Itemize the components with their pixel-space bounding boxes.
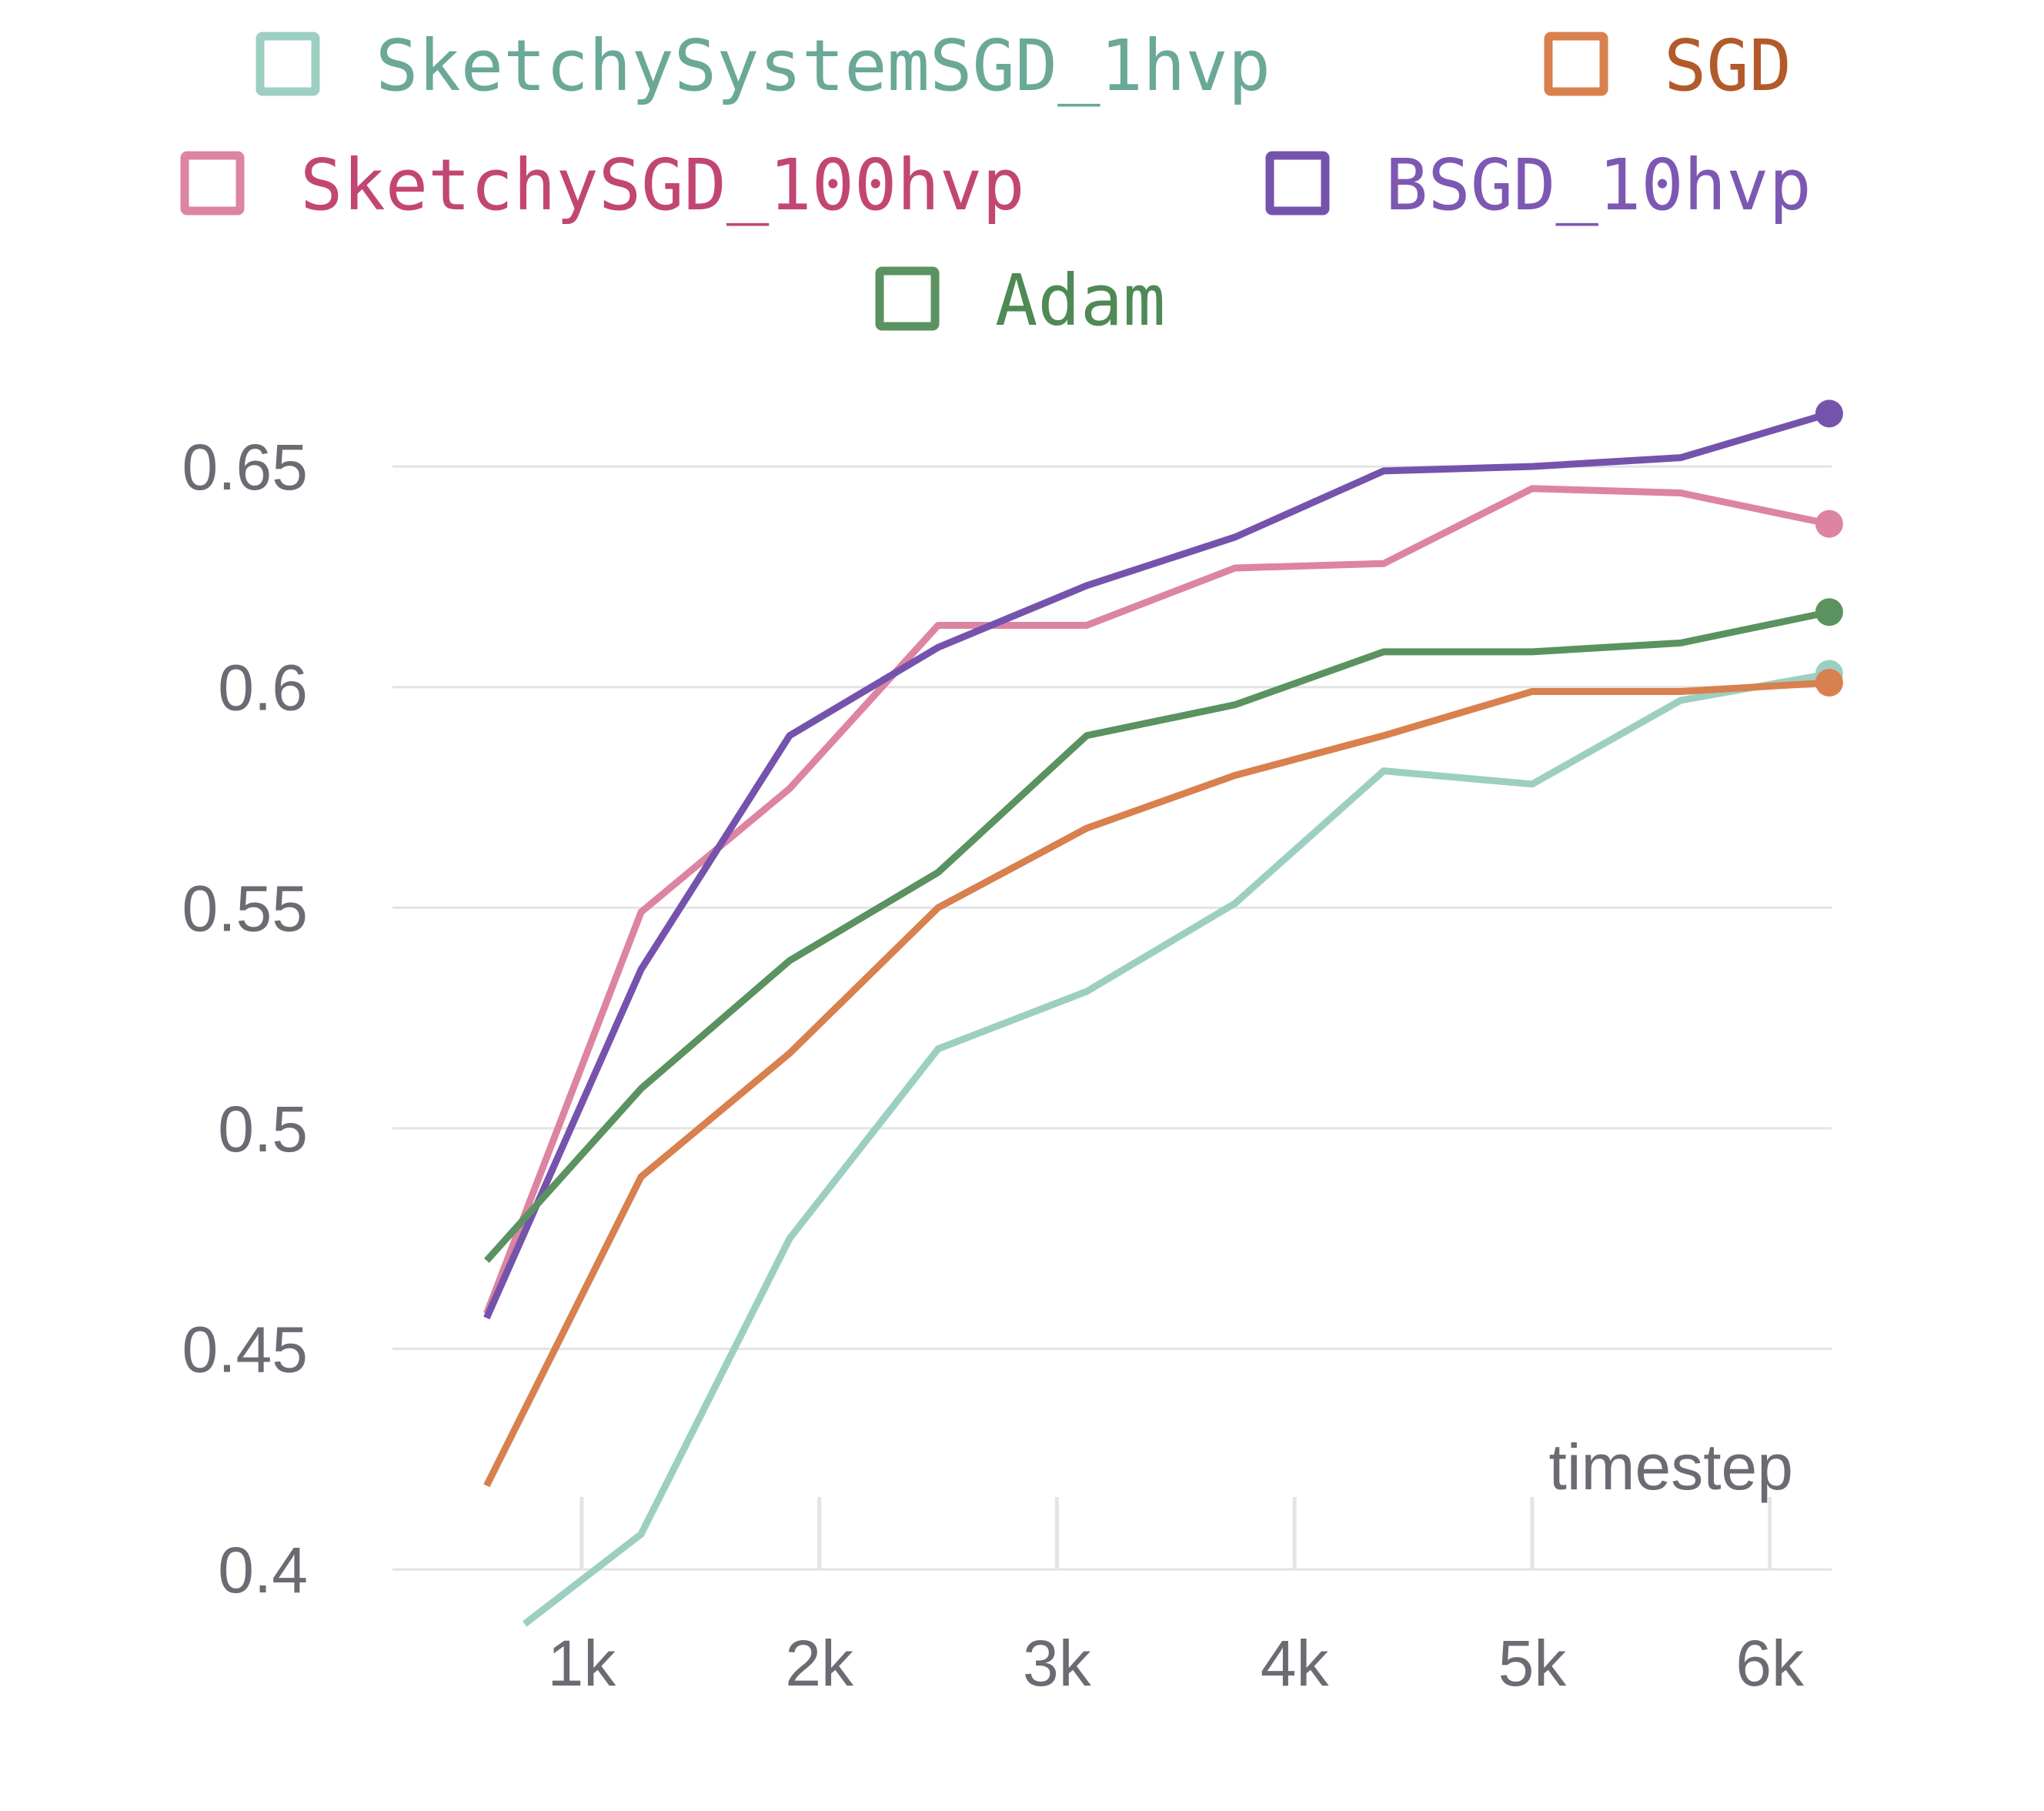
legend-label: SGD xyxy=(1664,25,1792,107)
legend-item-bsgd[interactable]: BSGD_10hvp xyxy=(1265,144,1812,226)
series-endpoint-bsgd xyxy=(1815,399,1843,428)
legend-label: BSGD_10hvp xyxy=(1385,144,1812,226)
x-grid-ticks xyxy=(579,1497,1772,1570)
x-tick-label: 6k xyxy=(1735,1627,1805,1699)
series-endpoint-adam xyxy=(1815,598,1843,626)
series-line-bsgd xyxy=(483,410,1831,1320)
series-line-sgd xyxy=(483,679,1830,1488)
legend-item-sketchysystemsgd[interactable]: SketchySystemSGD_1hvp xyxy=(256,25,1271,107)
legend-label: SketchySGD_100hvp xyxy=(300,144,1025,226)
x-axis-title: timestep xyxy=(1549,1431,1793,1503)
series-endpoint-sketchysgd xyxy=(1815,510,1843,538)
y-tick-labels: 0.4 0.45 0.5 0.55 0.6 0.65 xyxy=(182,431,309,1606)
x-tick-label: 1k xyxy=(547,1627,616,1699)
y-tick-label: 0.55 xyxy=(182,872,309,944)
legend-label: SketchySystemSGD_1hvp xyxy=(376,25,1271,107)
series-endpoints xyxy=(1815,399,1843,697)
y-gridlines xyxy=(392,465,1832,1571)
series-lines xyxy=(483,410,1831,1627)
legend-swatch xyxy=(256,32,320,96)
legend: SketchySystemSGD_1hvp SGD SketchySGD_100hv… xyxy=(180,25,1812,342)
y-tick-label: 0.6 xyxy=(218,652,308,724)
x-tick-label: 2k xyxy=(785,1627,854,1699)
x-tick-labels: 1k 2k 3k 4k 5k 6k xyxy=(547,1627,1805,1699)
legend-item-sketchysgd[interactable]: SketchySGD_100hvp xyxy=(180,144,1025,226)
y-tick-label: 0.45 xyxy=(182,1314,309,1386)
legend-swatch xyxy=(180,151,245,216)
legend-swatch xyxy=(1544,32,1608,96)
x-tick-label: 5k xyxy=(1498,1627,1568,1699)
y-tick-label: 0.4 xyxy=(218,1534,308,1606)
series-line-adam xyxy=(483,608,1830,1263)
legend-item-adam[interactable]: Adam xyxy=(875,259,1166,342)
legend-label: Adam xyxy=(995,259,1166,342)
y-tick-label: 0.5 xyxy=(218,1093,308,1165)
series-endpoint-sgd xyxy=(1815,668,1843,697)
y-tick-label: 0.65 xyxy=(182,431,309,503)
legend-swatch xyxy=(875,266,940,331)
legend-swatch xyxy=(1265,151,1330,216)
x-tick-label: 3k xyxy=(1023,1627,1092,1699)
legend-item-sgd[interactable]: SGD xyxy=(1544,25,1792,107)
series-line-sketchysystemsgd xyxy=(522,670,1830,1627)
x-tick-label: 4k xyxy=(1261,1627,1330,1699)
